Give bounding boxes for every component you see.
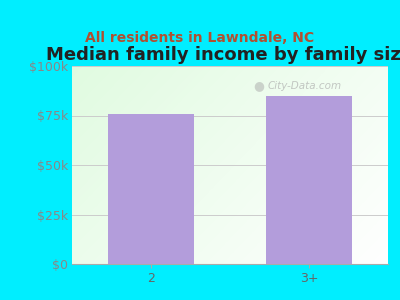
Text: City-Data.com: City-Data.com (268, 81, 342, 91)
Bar (266, 96, 352, 264)
Title: Median family income by family size: Median family income by family size (46, 46, 400, 64)
Bar (108, 113, 194, 264)
Text: All residents in Lawndale, NC: All residents in Lawndale, NC (86, 32, 314, 46)
Text: ●: ● (254, 79, 264, 92)
